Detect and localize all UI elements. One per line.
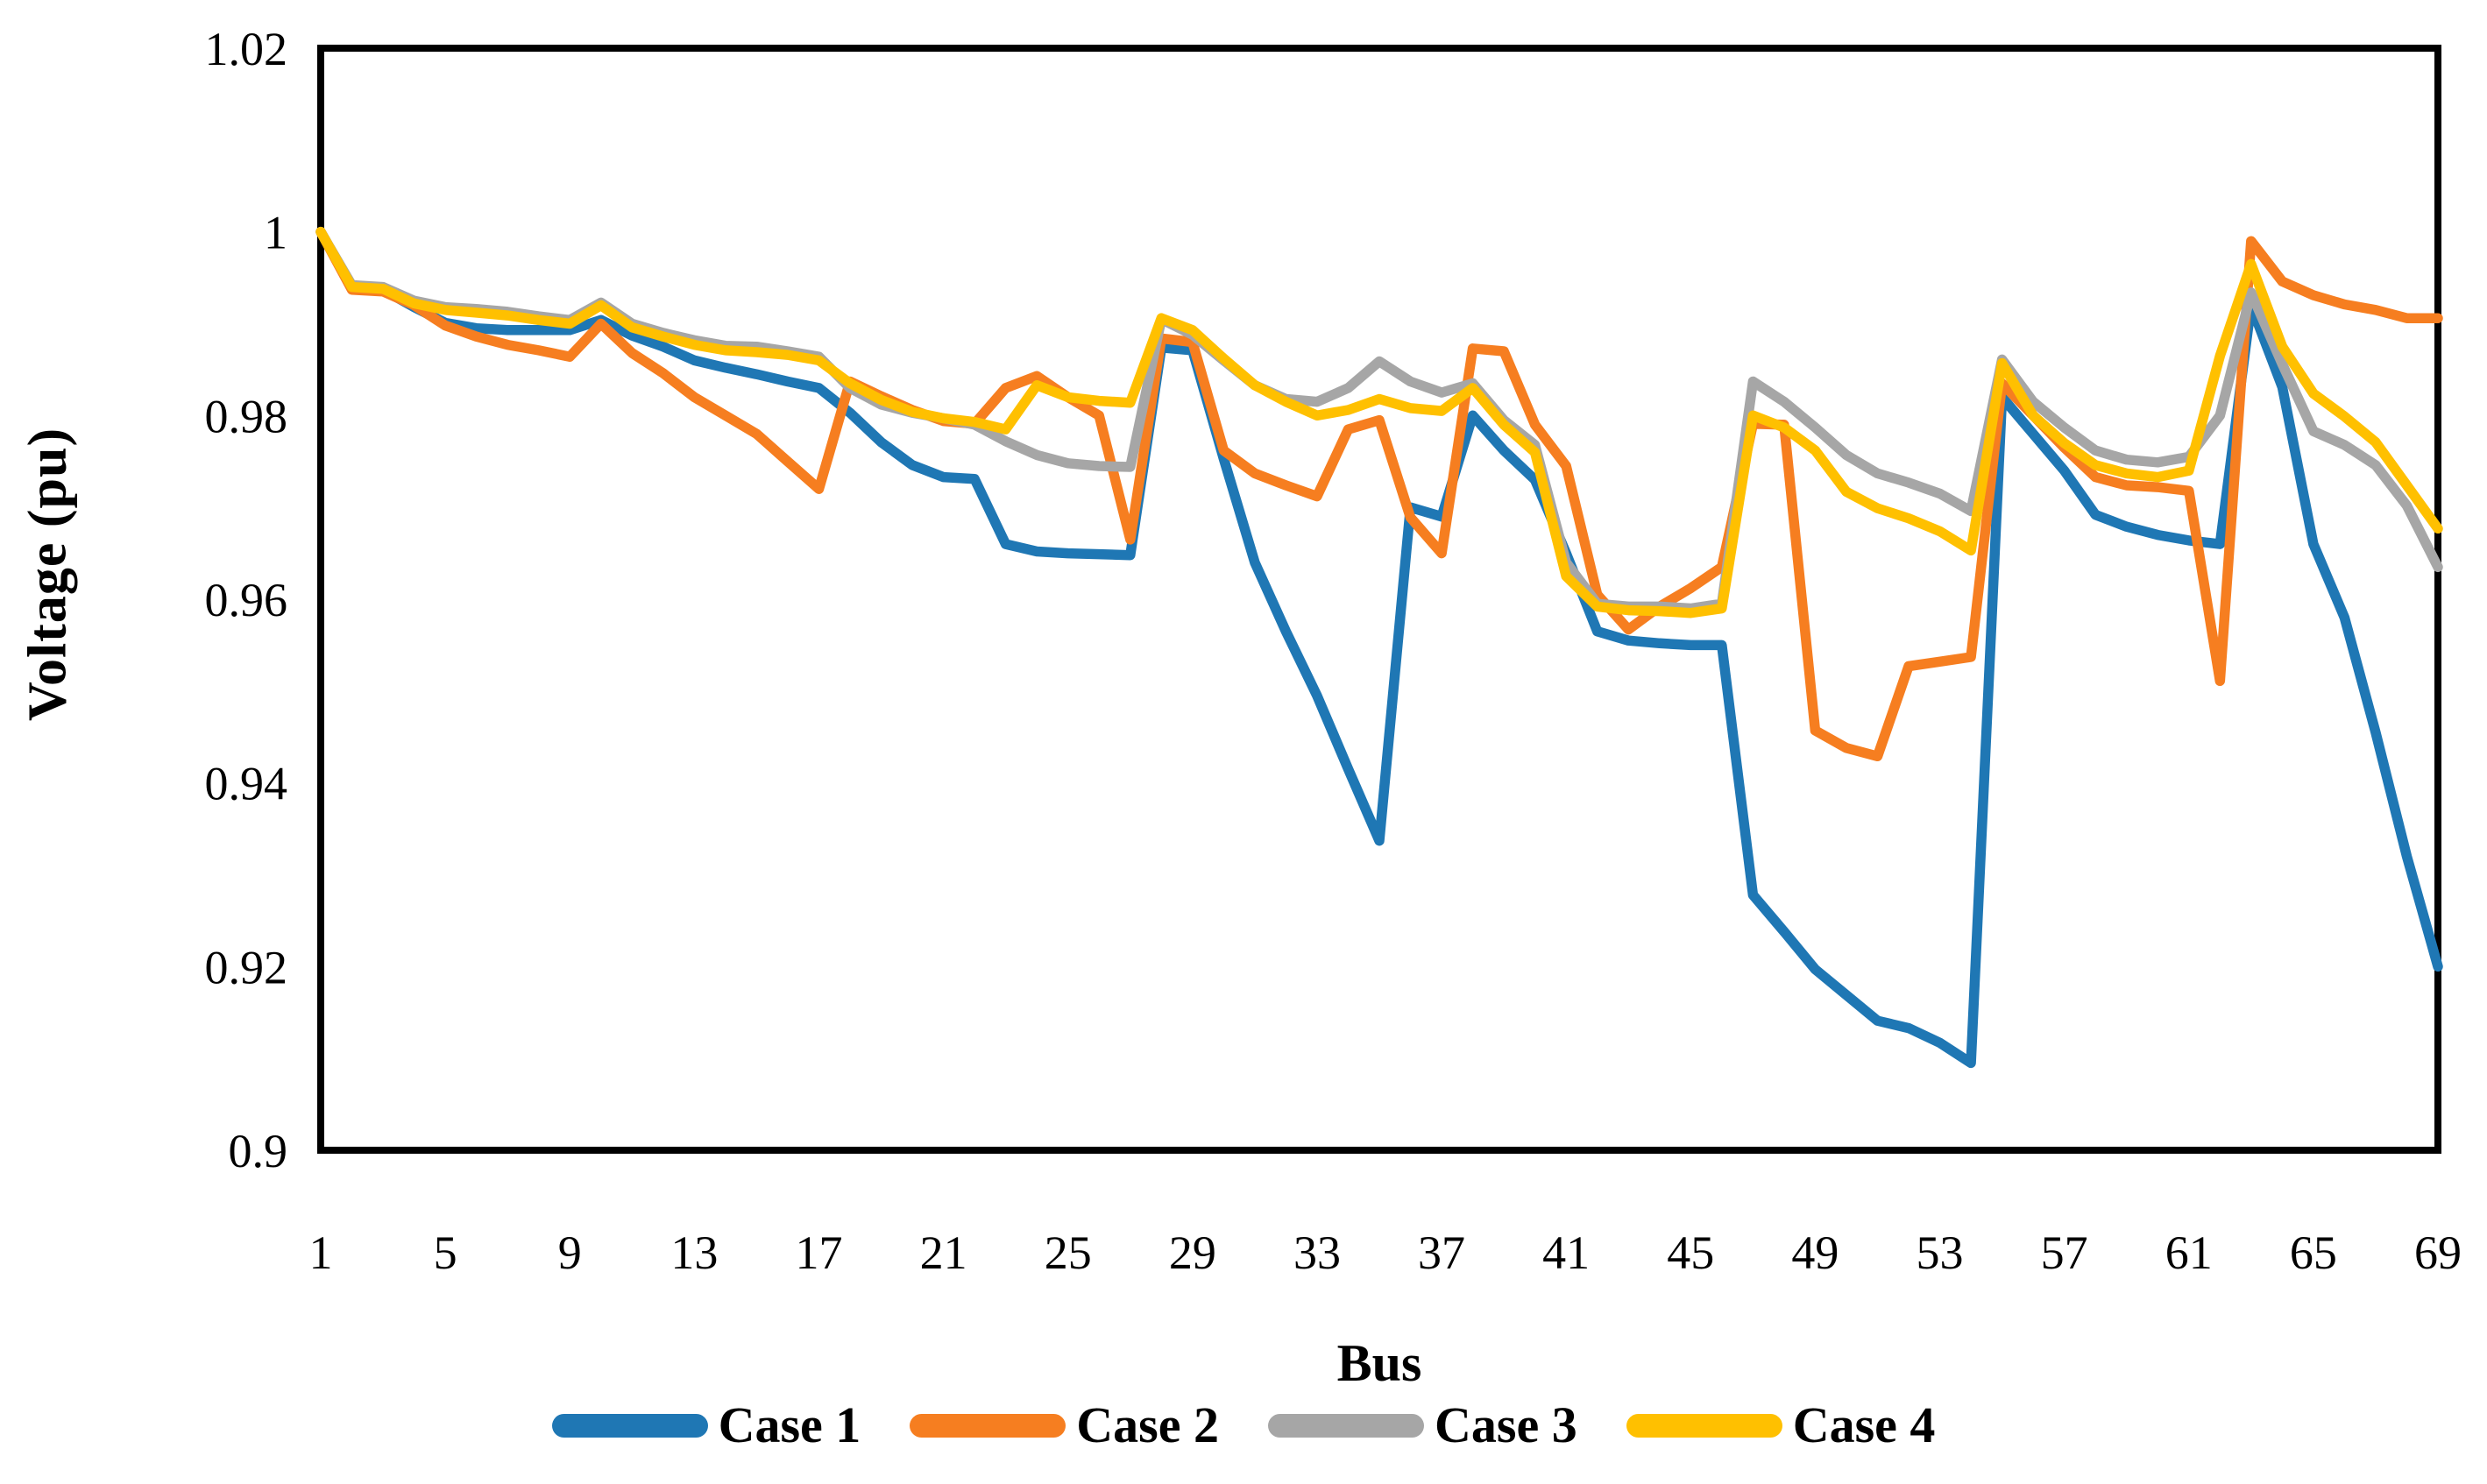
legend-item-case-4: Case 4 [1626, 1396, 1936, 1453]
x-tick-label: 33 [1293, 1226, 1341, 1279]
y-tick-label: 0.9 [229, 1125, 288, 1177]
legend-label-case-4: Case 4 [1792, 1396, 1936, 1453]
x-tick-label: 25 [1045, 1226, 1092, 1279]
legend-label-case-1: Case 1 [718, 1396, 861, 1453]
x-tick-label: 9 [558, 1226, 582, 1279]
legend-item-case-1: Case 1 [551, 1396, 861, 1453]
legend-item-case-2: Case 2 [910, 1400, 1219, 1451]
x-tick-label: 29 [1169, 1226, 1216, 1279]
x-axis-title: Bus [1336, 1334, 1422, 1392]
x-tick-label: 37 [1418, 1226, 1465, 1279]
chart-legend: Case 1 Case 2 Case 3 Case 4 [0, 1400, 2487, 1451]
legend-label-case-2: Case 2 [1076, 1396, 1219, 1453]
y-tick-label: 0.92 [205, 941, 288, 993]
x-tick-label: 13 [670, 1226, 718, 1279]
legend-item-case-3: Case 3 [1268, 1400, 1577, 1451]
series-line-case-4 [315, 226, 2443, 618]
x-tick-label: 57 [2041, 1226, 2088, 1279]
legend-swatch-case-2 [910, 1413, 1066, 1438]
plot-area-border [317, 45, 2441, 1154]
x-tick-label: 5 [434, 1226, 457, 1279]
y-axis-title: Voltage (pu) [18, 427, 78, 722]
series-line-case-2 [315, 226, 2443, 762]
x-tick-label: 17 [795, 1226, 842, 1279]
legend-swatch-case-3 [1268, 1413, 1424, 1438]
x-tick-label: 41 [1542, 1226, 1590, 1279]
legend-label-case-3: Case 3 [1435, 1396, 1577, 1453]
x-tick-label: 61 [2165, 1226, 2213, 1279]
legend-swatch-case-4 [1626, 1413, 1782, 1438]
x-tick-label: 1 [309, 1226, 333, 1279]
legend-swatch-case-1 [551, 1413, 708, 1438]
series-line-case-1 [315, 226, 2443, 1069]
y-tick-label: 1 [264, 207, 287, 259]
x-tick-label: 21 [920, 1226, 967, 1279]
x-tick-label: 53 [1917, 1226, 1964, 1279]
x-tick-label: 65 [2290, 1226, 2337, 1279]
y-tick-label: 0.98 [205, 390, 288, 442]
x-tick-label: 45 [1667, 1226, 1714, 1279]
y-tick-label: 1.02 [205, 23, 288, 75]
x-tick-label: 69 [2414, 1226, 2462, 1279]
y-tick-label: 0.94 [205, 758, 288, 810]
x-tick-label: 49 [1791, 1226, 1839, 1279]
y-tick-label: 0.96 [205, 574, 288, 626]
